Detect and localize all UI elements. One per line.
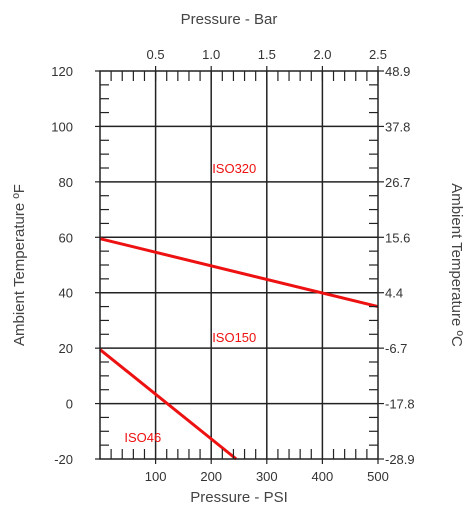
y2-tick-label: -6.7 xyxy=(385,341,407,356)
bottom-axis-title: Pressure - PSI xyxy=(190,489,288,506)
series-line xyxy=(99,348,238,461)
x-tick-label: 200 xyxy=(200,469,222,484)
series-line xyxy=(99,237,379,309)
x-tick-label: 400 xyxy=(312,469,334,484)
y-tick-label: 100 xyxy=(51,119,73,134)
x2-tick-label: 2.5 xyxy=(369,47,387,62)
x2-tick-label: 1.5 xyxy=(258,47,276,62)
x2-tick-label: 2.0 xyxy=(313,47,331,62)
left-axis-title: Ambient Temperature ºF xyxy=(11,184,28,346)
y2-tick-label: 48.9 xyxy=(385,64,410,79)
x-tick-label: 500 xyxy=(367,469,389,484)
y2-tick-label: 37.8 xyxy=(385,119,410,134)
y-tick-label: 20 xyxy=(59,341,73,356)
y2-tick-label: 15.6 xyxy=(385,230,410,245)
y-tick-label: 40 xyxy=(59,286,73,301)
y2-tick-label: 26.7 xyxy=(385,175,410,190)
x2-tick-label: 0.5 xyxy=(147,47,165,62)
plot-frame xyxy=(99,70,379,460)
grid-layer xyxy=(100,71,378,459)
top-axis-title: Pressure - Bar xyxy=(181,11,278,28)
annotation-layer: ISO320 ISO150 ISO46 xyxy=(124,161,256,445)
ticks-layer xyxy=(95,66,384,464)
y-tick-label: 60 xyxy=(59,230,73,245)
y-tick-label: -20 xyxy=(54,452,73,467)
series-layer xyxy=(99,237,379,461)
labels-layer: 100 200 300 400 500 0.5 1.0 1.5 2.0 2.5 -20 0 20 40 60… xyxy=(51,47,414,484)
y-tick-label: 0 xyxy=(66,397,73,412)
right-axis-title: Ambient Temperature ºC xyxy=(448,183,465,347)
region-label: ISO150 xyxy=(212,330,256,345)
x-tick-label: 300 xyxy=(256,469,278,484)
y-tick-label: 80 xyxy=(59,175,73,190)
y2-tick-label: 4.4 xyxy=(385,286,403,301)
y-tick-label: 120 xyxy=(51,64,73,79)
region-label: ISO46 xyxy=(124,430,161,445)
x-tick-label: 100 xyxy=(145,469,167,484)
x2-tick-label: 1.0 xyxy=(202,47,220,62)
y2-tick-label: -17.8 xyxy=(385,397,415,412)
region-label: ISO320 xyxy=(212,161,256,176)
y2-tick-label: -28.9 xyxy=(385,452,415,467)
